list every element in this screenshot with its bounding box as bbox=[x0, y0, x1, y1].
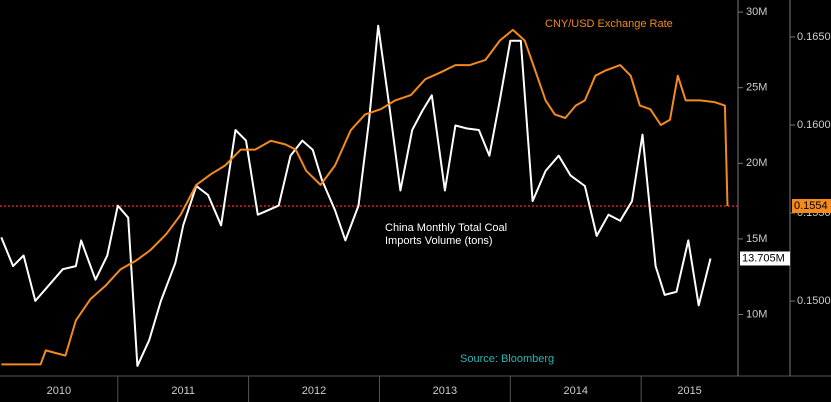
source: Source: Bloomberg bbox=[460, 353, 554, 365]
series-label: CNY/USD Exchange Rate bbox=[545, 18, 673, 30]
y2-tick-label: 0.1600 bbox=[797, 119, 831, 131]
x-tick-label: 2014 bbox=[564, 385, 588, 397]
y-tick-label: 20M bbox=[746, 157, 767, 169]
y-tick-label: 10M bbox=[746, 308, 767, 320]
y-tick-label: 15M bbox=[746, 233, 767, 245]
series-line bbox=[1, 28, 729, 366]
value-tag-label: 13.705M bbox=[742, 252, 785, 264]
y2-tick-label: 0.1650 bbox=[797, 31, 831, 43]
y-tick-label: 30M bbox=[746, 6, 767, 18]
x-tick-label: 2010 bbox=[47, 385, 71, 397]
series-line bbox=[0, 24, 712, 367]
value-tag bbox=[740, 251, 790, 266]
series-label: China Monthly Total Coal Imports Volume … bbox=[385, 222, 508, 247]
value-tag bbox=[792, 198, 831, 213]
x-tick-label: 2015 bbox=[677, 385, 701, 397]
value-tag-label: 0.1554 bbox=[794, 200, 828, 212]
x-tick-label: 2013 bbox=[433, 385, 457, 397]
y-tick-label: 25M bbox=[746, 82, 767, 94]
y2-tick-label: 0.1500 bbox=[797, 295, 831, 307]
x-tick-label: 2012 bbox=[302, 385, 326, 397]
x-tick-label: 2011 bbox=[171, 385, 195, 397]
